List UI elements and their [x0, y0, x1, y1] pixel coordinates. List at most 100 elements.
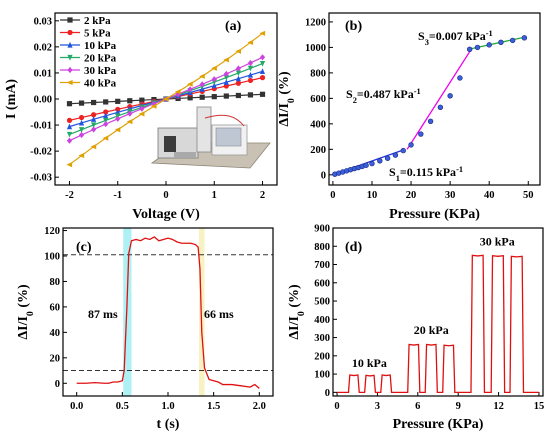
panel-b-data-point — [447, 93, 453, 99]
panel-a-y-tick-label: 0.01 — [34, 68, 52, 79]
panel-d-y-tick-label: 900 — [314, 224, 330, 235]
panel-b-data-point — [384, 155, 391, 161]
panel-a-data-point — [211, 76, 217, 83]
panel-d-plot-frame — [332, 227, 544, 397]
panel-a-data-point — [247, 39, 254, 46]
panel-a-data-point — [174, 89, 181, 95]
panel-d-x-tick-label: 6 — [415, 401, 420, 412]
panel-c-rise-window — [123, 228, 132, 396]
panel-d-x-tick-label: 15 — [534, 401, 545, 412]
panel-a-data-point — [78, 100, 85, 106]
panel-a-legend-label: 20 kPa — [84, 53, 117, 65]
panel-a-x-tick-label: -1 — [113, 190, 122, 201]
panel-a-data-point — [223, 79, 229, 85]
panel-a-data-point — [235, 92, 241, 99]
panel-b-y-tick-label: 1000 — [305, 43, 326, 54]
panel-d-y-tick-label: 800 — [314, 242, 330, 253]
panel-a-y-tick-label: -0.02 — [30, 147, 52, 158]
panel-a-data-point — [199, 73, 205, 79]
panel-b-data-point — [474, 44, 481, 51]
inset-sensor-pad — [215, 127, 242, 147]
panel-b-data-point — [363, 162, 369, 168]
panel-a-data-point — [115, 98, 121, 104]
panel-a-data-point — [78, 152, 85, 159]
panel-c-x-tick-label: 0.0 — [70, 401, 83, 412]
panel-a-data-point — [259, 91, 266, 97]
panel-b-slope-label: S1=0.115 kPa-1 — [389, 165, 463, 183]
panel-a-data-point — [187, 81, 193, 87]
panel-a-data-point — [103, 109, 109, 115]
panel-a-data-point — [187, 95, 193, 101]
panel-a-data-point — [235, 48, 241, 54]
panel-b-data-point — [400, 147, 406, 154]
panel-a-y-axis-label: I (mA) — [4, 79, 19, 119]
panel-a-legend-label: 2 kPa — [84, 15, 111, 27]
panel-b-data-point — [466, 46, 473, 53]
panel-a-x-axis-label: Voltage (V) — [132, 207, 200, 222]
panel-b: 0 10 20 30 40 50 0 200 400 600 800 1000 1200 S1=0.115… — [277, 12, 541, 222]
panel-a-data-point — [223, 93, 229, 99]
panel-a-legend-marker — [66, 79, 73, 86]
panel-b-x-tick-label: 0 — [330, 190, 335, 201]
panel-a-x-tick-label: 2 — [260, 190, 265, 201]
panel-c-y-tick-label: 120 — [44, 226, 60, 237]
panel-b-fit-line — [471, 36, 525, 50]
panel-a-data-point — [66, 131, 73, 138]
panel-b-data-point — [369, 160, 375, 167]
panel-a-data-point — [66, 101, 73, 107]
panel-a-data-point — [66, 162, 73, 168]
panel-c-y-tick-label: 20 — [50, 353, 61, 364]
panel-b-data-point — [418, 131, 424, 137]
panel-a-data-point — [103, 117, 109, 124]
panel-b-plot-frame — [328, 12, 541, 186]
panel-b-data-point — [392, 152, 399, 158]
panel-d-y-tick-label: 400 — [314, 315, 330, 326]
panel-a-label: (a) — [225, 19, 242, 34]
panel-b-data-point — [408, 142, 414, 148]
panel-b-slope-label: S2=0.487 kPa-1 — [346, 87, 421, 105]
panel-a-legend-marker — [67, 41, 73, 48]
panel-d-pressure-label: 10 kPa — [352, 356, 387, 370]
panel-b-y-tick-label: 600 — [310, 94, 326, 105]
panel-d-y-tick-label: 500 — [314, 297, 330, 308]
panel-a-data-point — [91, 99, 97, 106]
panel-c-y-axis-label: ΔI/I0 (%) — [16, 284, 36, 340]
panel-a-legend-label: 30 kPa — [84, 65, 117, 77]
panel-a-data-point — [162, 96, 169, 102]
panel-b-fit-line — [406, 48, 473, 150]
panel-d-pressure-label: 20 kPa — [414, 323, 449, 337]
panel-d-y-tick-label: 200 — [314, 351, 330, 362]
panel-a-data-point — [114, 127, 121, 133]
panel-a-data-point — [150, 103, 157, 109]
panel-c-x-tick-label: 1.5 — [207, 401, 220, 412]
panel-a-legend-marker — [67, 17, 73, 23]
panel-a-data-point — [211, 82, 217, 89]
panel-d: 0 3 6 9 12 15 0 100 200 300 400 500 600 700 800 900 10 k… — [287, 224, 544, 433]
panel-a-data-point — [91, 122, 97, 129]
panel-a-data-point — [91, 116, 97, 122]
panel-a-data-point — [115, 115, 121, 122]
panel-a-y-tick-label: -0.01 — [30, 121, 52, 132]
panel-a-data-point — [78, 114, 85, 121]
panel-b-y-tick-label: 800 — [310, 68, 326, 79]
panel-a-data-point — [247, 59, 254, 67]
inset-clamp — [174, 152, 196, 158]
panel-a-data-point — [247, 71, 254, 78]
panel-b-y-tick-label: 0 — [321, 170, 326, 181]
panel-b-data-point — [427, 118, 434, 124]
panel-a-x-tick-label: 0 — [163, 190, 168, 201]
panel-a-data-point — [247, 92, 254, 98]
panel-a-y-tick-label: 0.00 — [34, 95, 52, 106]
panel-a-data-point — [259, 68, 266, 74]
panel-b-x-axis-label: Pressure (KPa) — [389, 207, 480, 222]
panel-a-data-point — [91, 112, 97, 118]
panel-b-x-tick-label: 30 — [445, 190, 456, 201]
panel-b-label: (b) — [345, 19, 362, 34]
panel-d-x-axis-label: Pressure (KPa) — [393, 417, 484, 432]
panel-a-data-point — [259, 54, 266, 61]
panel-a-y-tick-label: 0.03 — [34, 16, 52, 27]
panel-a-data-point — [259, 60, 266, 67]
panel-b-y-axis-label: ΔI/I0 (%) — [277, 71, 297, 127]
panel-a-data-point — [199, 81, 205, 88]
